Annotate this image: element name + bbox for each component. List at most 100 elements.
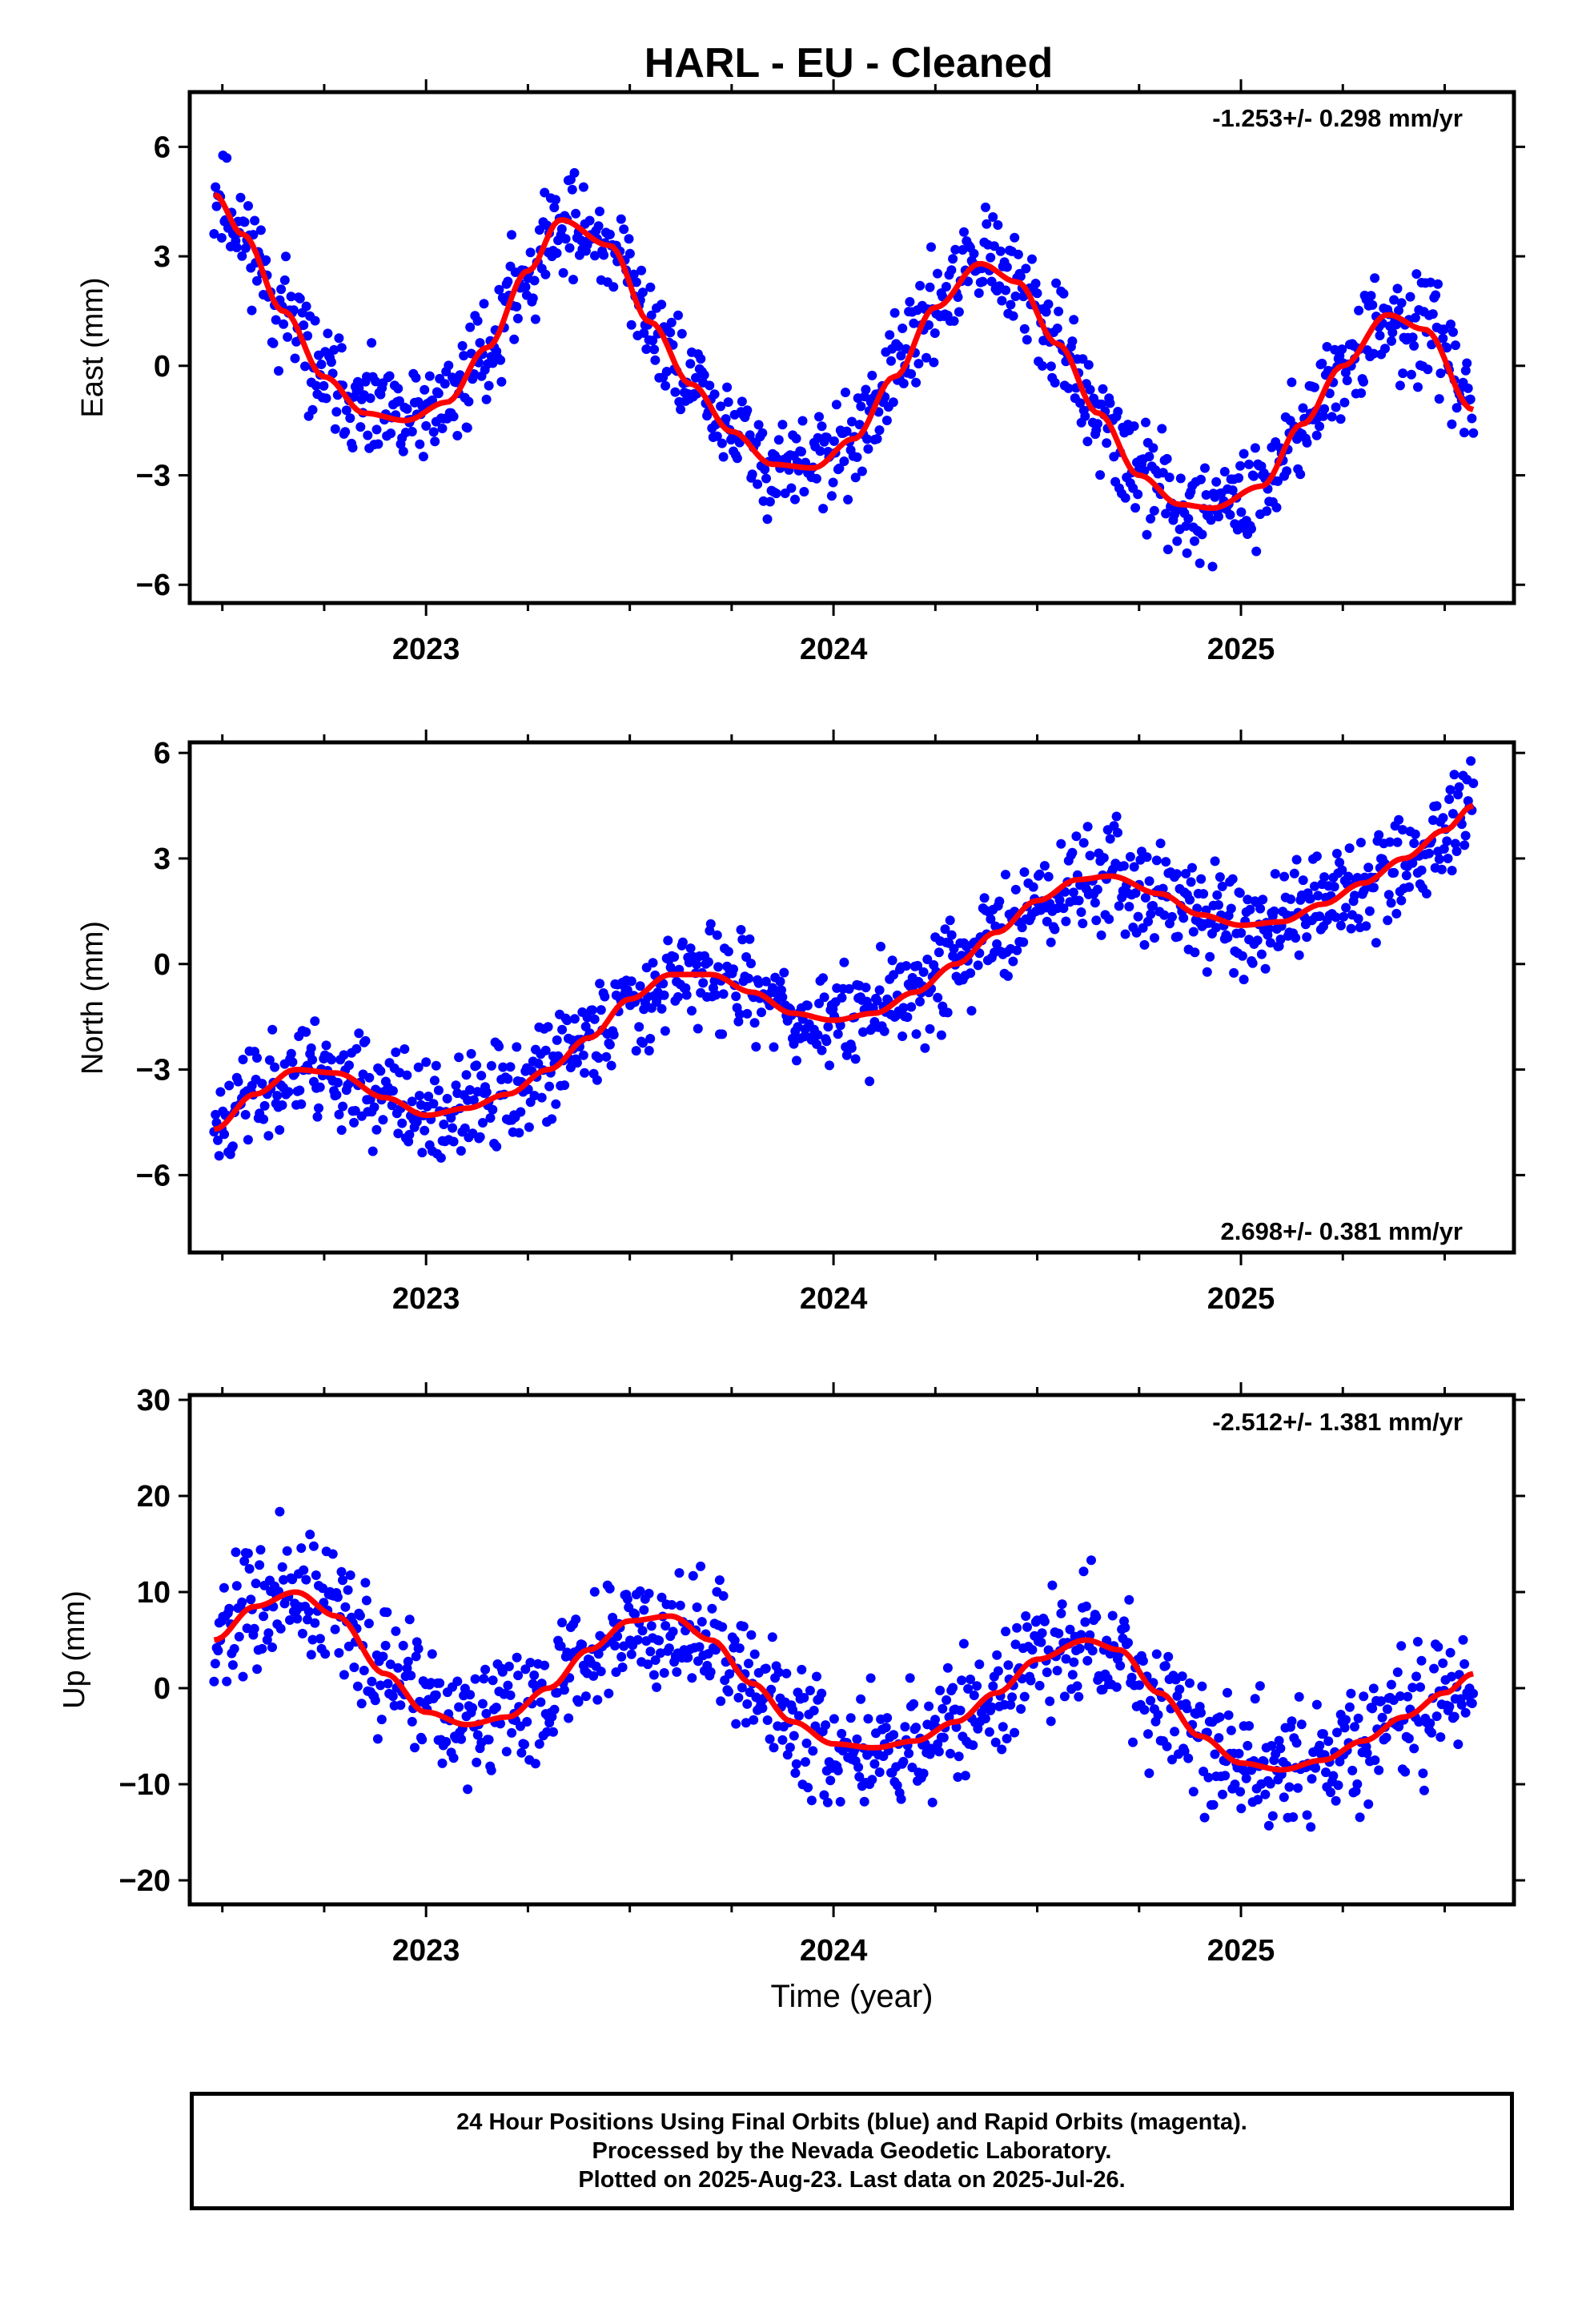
data-point — [821, 1720, 831, 1731]
data-point — [1130, 888, 1141, 899]
data-point — [606, 1060, 616, 1071]
data-point — [969, 248, 979, 259]
data-point — [578, 182, 588, 192]
data-point — [1063, 383, 1074, 393]
data-point — [387, 1691, 398, 1702]
data-point — [496, 376, 507, 387]
data-point — [1436, 864, 1447, 875]
data-point — [238, 1671, 248, 1682]
data-point — [1217, 881, 1227, 891]
data-point — [1452, 403, 1462, 413]
data-point — [1383, 890, 1394, 900]
data-point — [639, 328, 649, 338]
data-point — [1197, 1681, 1207, 1691]
data-point — [334, 333, 344, 344]
data-point — [973, 960, 983, 971]
data-point — [1310, 881, 1319, 891]
east-ytick-label: 0 — [154, 350, 171, 384]
data-point — [243, 1135, 253, 1145]
data-point — [852, 1734, 862, 1744]
data-point — [367, 1676, 377, 1687]
data-point — [685, 943, 696, 954]
data-point — [222, 1676, 232, 1687]
data-point — [731, 991, 741, 1002]
data-point — [386, 428, 396, 439]
data-point — [674, 1568, 685, 1578]
data-point — [656, 300, 667, 310]
data-point — [1291, 854, 1302, 865]
data-point — [927, 1797, 938, 1807]
east-ytick-label: −3 — [136, 460, 171, 493]
north-xtick-label: 2025 — [1207, 1282, 1275, 1316]
data-point — [1019, 867, 1030, 877]
data-point — [1344, 843, 1355, 854]
data-point — [345, 413, 355, 424]
data-point — [219, 1129, 230, 1140]
data-point — [318, 1583, 328, 1594]
data-point — [761, 976, 771, 987]
data-point — [1091, 915, 1102, 926]
data-point — [321, 393, 331, 404]
data-point — [995, 246, 1006, 256]
data-point — [1431, 1711, 1442, 1722]
data-point — [1028, 882, 1038, 892]
data-point — [913, 359, 924, 369]
data-point — [1041, 307, 1051, 317]
data-point — [650, 355, 661, 365]
data-point — [1265, 1779, 1275, 1789]
data-point — [1067, 336, 1078, 347]
data-point — [1396, 1641, 1407, 1651]
data-point — [1386, 898, 1396, 908]
data-point — [667, 1600, 677, 1610]
data-point — [1355, 838, 1366, 848]
data-point — [295, 293, 305, 304]
data-point — [411, 1651, 421, 1662]
data-point — [407, 1096, 417, 1107]
data-point — [1403, 1691, 1413, 1702]
data-point — [850, 472, 861, 483]
data-point — [536, 1679, 547, 1689]
data-point — [604, 1583, 615, 1594]
data-point — [616, 1651, 627, 1662]
data-point — [1401, 870, 1411, 881]
data-point — [981, 202, 990, 212]
data-point — [1236, 1803, 1247, 1814]
data-point — [259, 1114, 269, 1124]
data-point — [867, 1775, 877, 1785]
data-point — [1133, 911, 1143, 922]
data-point — [587, 1005, 597, 1015]
data-point — [1447, 419, 1457, 429]
data-point — [1076, 907, 1086, 917]
data-point — [1052, 324, 1062, 333]
data-point — [1311, 851, 1322, 862]
data-point — [275, 1623, 286, 1634]
data-point — [998, 1722, 1008, 1732]
data-point — [1392, 837, 1403, 847]
data-point — [604, 1039, 615, 1050]
data-point — [628, 269, 639, 279]
data-point — [841, 388, 850, 397]
data-point — [240, 243, 251, 253]
data-point — [1287, 1716, 1297, 1727]
data-point — [1129, 421, 1139, 432]
data-point — [1431, 290, 1441, 300]
data-point — [1438, 813, 1448, 823]
data-point — [1200, 463, 1210, 473]
data-point — [889, 970, 899, 980]
data-point — [1335, 920, 1346, 931]
data-point — [286, 292, 296, 302]
data-point — [404, 1614, 415, 1625]
data-point — [1241, 1773, 1251, 1783]
data-point — [1098, 384, 1108, 394]
data-point — [400, 1044, 410, 1054]
data-point — [577, 1639, 588, 1650]
data-point — [626, 320, 636, 330]
data-point — [826, 491, 837, 501]
data-point — [1382, 1704, 1392, 1715]
data-point — [1019, 1691, 1030, 1702]
data-point — [1395, 1691, 1405, 1701]
data-point — [1151, 855, 1162, 866]
data-point — [785, 1743, 795, 1752]
data-point — [387, 1100, 397, 1111]
data-point — [1376, 1696, 1387, 1707]
